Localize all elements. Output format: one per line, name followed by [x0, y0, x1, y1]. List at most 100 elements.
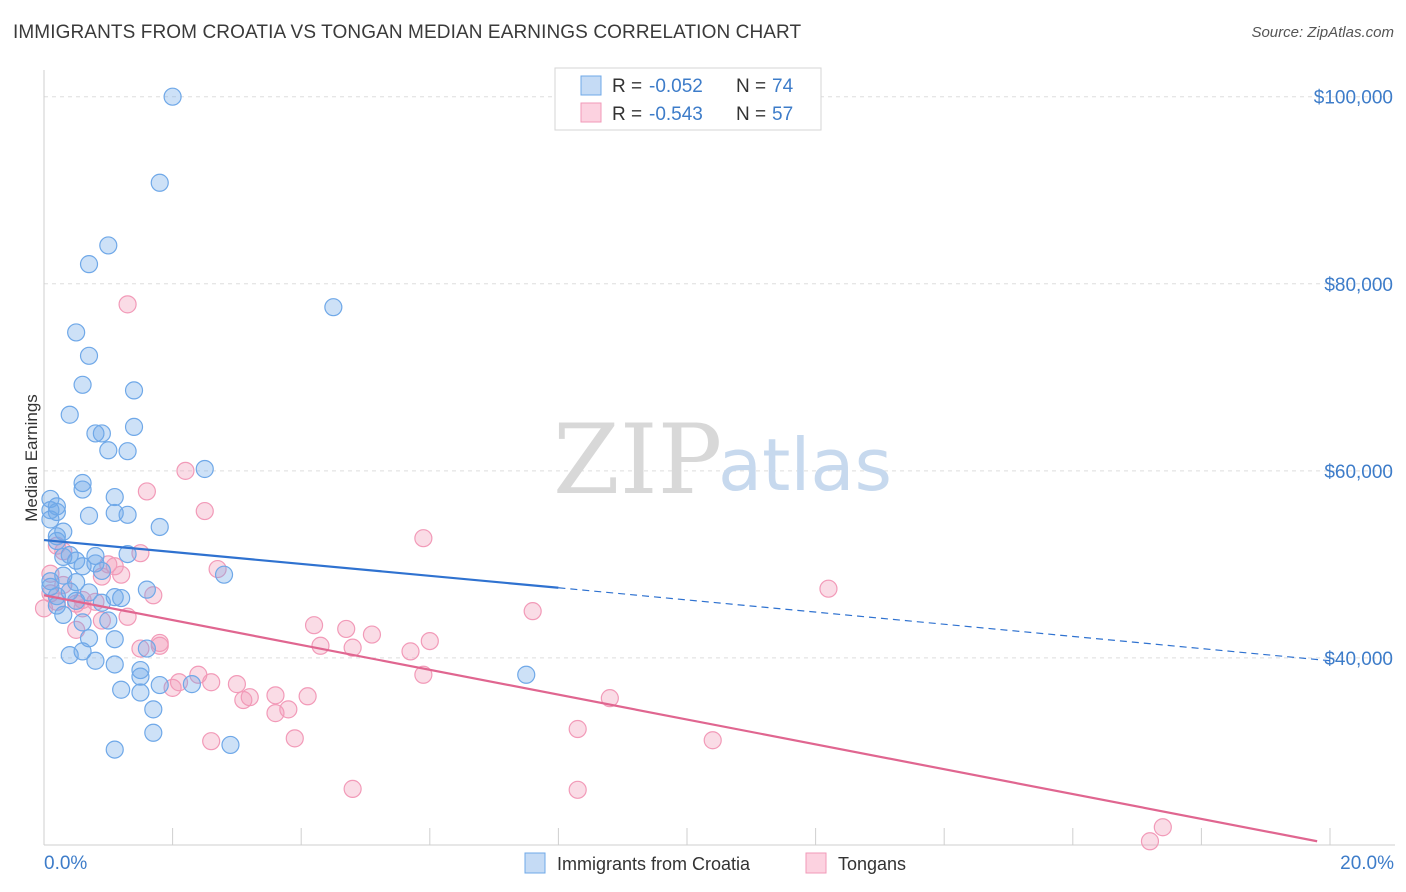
y-tick-label: $60,000 [1324, 462, 1393, 483]
chart-source: Source: ZipAtlas.com [1251, 24, 1394, 41]
tongans-point [137, 482, 156, 501]
tongans-point [285, 729, 304, 748]
tongans-point [414, 529, 433, 548]
watermark-zip: ZIP [553, 404, 722, 516]
croatia-point [86, 554, 105, 573]
bottom-legend-label-croatia: Immigrants from Croatia [557, 854, 751, 874]
croatia-point [79, 629, 99, 648]
croatia-point [41, 501, 60, 520]
croatia-point [73, 480, 92, 499]
tongans-point [176, 461, 195, 480]
tongans-point [362, 625, 382, 644]
croatia-point [163, 87, 182, 106]
croatia-point [105, 655, 124, 674]
bottom-legend: Immigrants from Croatia Tongans [524, 852, 906, 874]
legend-swatch-blue [580, 75, 602, 96]
croatia-point [118, 545, 137, 564]
x-ticks [43, 828, 1331, 845]
croatia-point [54, 605, 73, 625]
croatia-point [112, 588, 131, 608]
croatia-trend-line [43, 538, 559, 589]
croatia-point [124, 381, 144, 400]
tongans-point [202, 673, 221, 692]
y-tick-label: $100,000 [1314, 88, 1393, 109]
legend-r-label-blue: R = [612, 76, 642, 97]
croatia-point [92, 424, 111, 443]
tongans-point [1140, 832, 1160, 851]
tongans-point [523, 602, 542, 621]
croatia-point [60, 405, 79, 424]
y-tick-labels: $40,000 $60,000 $80,000 $100,000 [1314, 88, 1393, 670]
tongans-point [266, 686, 285, 705]
tongans-point [343, 779, 362, 798]
tongans-point [568, 719, 587, 739]
croatia-point [144, 723, 163, 742]
legend-n-label-pink: N = [736, 104, 766, 125]
croatia-point [137, 580, 156, 599]
croatia-point [41, 577, 60, 596]
croatia-point [73, 642, 92, 661]
tongans-point [92, 611, 111, 630]
tongans-point [266, 704, 285, 723]
croatia-point [144, 700, 163, 719]
tongans-point [819, 579, 838, 598]
croatia-point [221, 735, 240, 755]
tongans-point [131, 639, 150, 658]
croatia-point [324, 298, 343, 317]
tongans-point [414, 665, 433, 684]
croatia-point [517, 665, 536, 684]
x-tick-label-max: 20.0% [1340, 853, 1394, 874]
croatia-point [150, 675, 169, 695]
tongans-point [401, 642, 420, 661]
legend: R = -0.052 N = 74 R = -0.543 N = 57 [554, 67, 822, 131]
tongans-point [67, 620, 86, 639]
tongans-point [343, 638, 362, 657]
tongans-point [600, 689, 619, 708]
croatia-trend-extension [558, 587, 1331, 662]
croatia-point [118, 442, 137, 461]
bottom-legend-swatch-croatia [524, 852, 546, 874]
croatia-point [105, 487, 124, 507]
croatia-point [67, 323, 86, 342]
legend-n-value-pink: 57 [772, 104, 793, 125]
croatia-point [86, 546, 105, 566]
trend-lines [43, 538, 1331, 843]
tongans-point [227, 675, 246, 694]
croatia-point [137, 639, 156, 658]
croatia-point [131, 667, 150, 686]
croatia-points [41, 87, 536, 759]
croatia-point [124, 417, 144, 436]
tongans-point [703, 731, 722, 750]
y-tick-label: $40,000 [1324, 649, 1393, 670]
croatia-point [131, 660, 150, 680]
tongans-point [311, 636, 330, 655]
tongans-point [420, 631, 439, 651]
bottom-legend-swatch-tongans [805, 852, 827, 874]
croatia-point [73, 613, 92, 632]
legend-r-value-pink: -0.543 [649, 104, 703, 125]
legend-r-value-blue: -0.052 [649, 76, 703, 97]
croatia-point [73, 375, 92, 394]
croatia-point [92, 561, 111, 581]
legend-n-label-blue: N = [736, 76, 766, 97]
tongans-point [304, 616, 324, 635]
bottom-legend-label-tongans: Tongans [838, 854, 906, 874]
tongans-point [92, 567, 111, 586]
tongans-point [202, 732, 221, 751]
tongans-point [112, 565, 131, 584]
legend-n-value-blue: 74 [772, 76, 794, 97]
axes [43, 70, 1395, 846]
croatia-point [67, 573, 86, 592]
croatia-point [86, 651, 105, 670]
croatia-point [112, 680, 131, 699]
croatia-point [150, 173, 169, 192]
tongans-point [298, 687, 317, 706]
croatia-point [99, 611, 118, 630]
croatia-point [41, 572, 60, 591]
tongans-point [195, 501, 214, 521]
croatia-point [105, 630, 124, 649]
tongans-point [1153, 818, 1172, 837]
tongans-point [337, 619, 356, 639]
croatia-point [73, 473, 92, 493]
